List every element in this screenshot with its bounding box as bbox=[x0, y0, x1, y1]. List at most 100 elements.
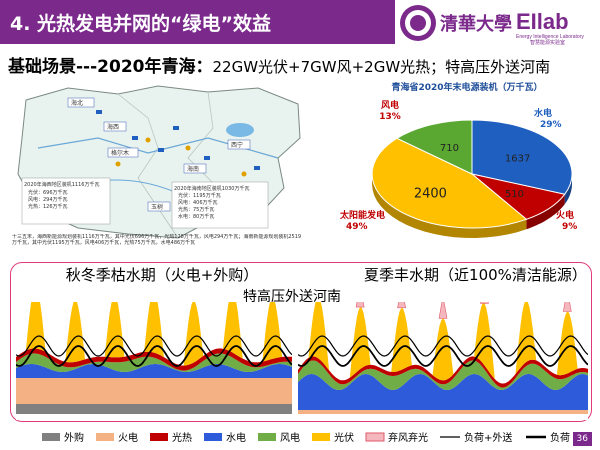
note-box-right bbox=[171, 181, 269, 229]
legend-label: 负荷+外送 bbox=[464, 431, 512, 444]
logo-brand-text: EIlab bbox=[516, 9, 569, 34]
legend-item: 风电 bbox=[258, 431, 300, 444]
area-series bbox=[16, 404, 292, 414]
curtailment-spike bbox=[397, 302, 406, 309]
load-line bbox=[16, 345, 292, 367]
curtailment-spike bbox=[355, 302, 365, 308]
pie-category-label: 太阳能发电 bbox=[339, 209, 385, 221]
scenario-subtitle: 基础场景---2020年青海：22GW光伏+7GW风+2GW光热；特高压外送河南 bbox=[8, 52, 550, 77]
legend-label: 负荷 bbox=[550, 431, 570, 444]
legend-item: 负荷+外送 bbox=[440, 431, 512, 444]
logo-university-text: 清華大學 bbox=[440, 13, 512, 35]
subtitle-bold: 基础场景---2020年青海： bbox=[8, 57, 213, 77]
note-right-line: 光热：75万千瓦 bbox=[178, 206, 214, 213]
city-label: 西宁 bbox=[231, 141, 243, 149]
pie-percent-label: 49% bbox=[346, 222, 368, 232]
page-number: 36 bbox=[572, 432, 592, 446]
pie-value-label: 2400 bbox=[414, 186, 447, 201]
note-left-line: 光伏：696万千瓦 bbox=[28, 189, 68, 196]
legend-label: 风电 bbox=[280, 431, 300, 444]
note-right-line: 风电：406万千瓦 bbox=[178, 199, 218, 206]
pie-category-label: 风电 bbox=[381, 99, 399, 111]
legend-swatch bbox=[42, 433, 60, 441]
area-series bbox=[298, 360, 588, 390]
pie-slice bbox=[371, 137, 528, 229]
page-title: 4. 光热发电并网的“绿电”效益 bbox=[10, 13, 272, 35]
pie-slice bbox=[471, 119, 573, 195]
pie-category-label: 火电 bbox=[556, 209, 574, 221]
pie-percent-label: 29% bbox=[540, 120, 562, 130]
note-right-line: 光伏：1195万千瓦 bbox=[178, 192, 221, 199]
legend-item: 负荷 bbox=[526, 431, 570, 444]
note-left-line: 风电：294万千瓦 bbox=[28, 196, 68, 203]
pie-category-label: 水电 bbox=[534, 107, 552, 119]
dry-season-label: 秋冬季枯水期（火电+外购） bbox=[65, 266, 259, 284]
legend-label: 光热 bbox=[172, 431, 192, 444]
legend-swatch bbox=[312, 433, 330, 441]
legend-item: 光伏 bbox=[312, 431, 354, 444]
legend-swatch bbox=[96, 433, 114, 441]
pie-value-label: 710 bbox=[440, 143, 459, 154]
area-series bbox=[16, 302, 292, 366]
area-series bbox=[298, 374, 588, 410]
curtailment-spike bbox=[480, 302, 489, 304]
legend-swatch bbox=[365, 432, 385, 442]
legend-item: 弃风弃光 bbox=[365, 431, 428, 444]
pie-percent-label: 9% bbox=[562, 222, 577, 232]
pie-percent-label: 13% bbox=[379, 112, 401, 122]
legend-label: 外购 bbox=[64, 431, 84, 444]
pie-value-label: 510 bbox=[505, 189, 524, 200]
plant-icons bbox=[96, 110, 260, 177]
area-series bbox=[298, 356, 588, 388]
qinghai-lake bbox=[226, 123, 254, 137]
pie-value-label: 1637 bbox=[505, 153, 530, 164]
legend-label: 火电 bbox=[118, 431, 138, 444]
note-left-title: 2020年海西地区装机1116万千瓦 bbox=[24, 181, 99, 188]
map-caption: 十三五末，海西新能源规划装机1116万千瓦，其中光伏696万千瓦，光热128万千… bbox=[12, 234, 302, 246]
pie-slice bbox=[395, 119, 473, 175]
logo-sub-cn: 智慧能源实验室 bbox=[530, 39, 565, 46]
area-series bbox=[298, 410, 588, 414]
wet-season-plot bbox=[298, 302, 588, 420]
area-series bbox=[298, 302, 588, 384]
note-left-line: 光热：126万千瓦 bbox=[28, 203, 68, 210]
legend-swatch bbox=[204, 433, 222, 441]
pie-slice-side bbox=[372, 174, 527, 238]
note-box-left bbox=[21, 177, 111, 225]
region-border-1 bbox=[117, 93, 179, 239]
city-label: 海南 bbox=[187, 165, 199, 173]
legend-item: 水电 bbox=[204, 431, 246, 444]
legend-item: 外购 bbox=[42, 431, 84, 444]
note-right-line: 水电：80万千瓦 bbox=[178, 213, 214, 220]
legend-item: 火电 bbox=[96, 431, 138, 444]
legend-label: 水电 bbox=[226, 431, 246, 444]
chart-legend: 外购 火电 光热 水电 风电 光伏 弃风弃光 负荷+外送 负荷 bbox=[42, 431, 570, 444]
area-series bbox=[16, 353, 292, 372]
pie-slice-side bbox=[526, 194, 565, 230]
note-right-title: 2020年海南地区装机1030万千瓦 bbox=[174, 185, 249, 192]
dry-season-plot bbox=[16, 302, 292, 420]
city-label: 海西 bbox=[107, 123, 119, 131]
pie-title: 青海省2020年末电源装机（万千瓦） bbox=[391, 81, 542, 93]
load-line bbox=[298, 345, 588, 367]
wet-season-label: 夏季丰水期（近100%清洁能源） bbox=[364, 266, 587, 284]
legend-swatch bbox=[258, 433, 276, 441]
legend-swatch bbox=[150, 433, 168, 441]
city-label: 格尔木 bbox=[111, 149, 129, 157]
subtitle-rest: 22GW光伏+7GW风+2GW光热；特高压外送河南 bbox=[212, 58, 551, 76]
title-bar: 4. 光热发电并网的“绿电”效益 bbox=[0, 0, 395, 44]
area-series bbox=[16, 378, 292, 404]
qinghai-map: 海北 西宁 海南 海西 果洛 玉树 格尔木 2020年海西地区装机1116万千瓦… bbox=[8, 78, 310, 256]
city-label: 玉树 bbox=[151, 203, 163, 211]
load-plus-export-line bbox=[16, 335, 292, 357]
load-plus-export-line bbox=[298, 335, 588, 357]
uhv-label: 特高压外送河南 bbox=[243, 289, 341, 305]
area-series bbox=[16, 364, 292, 378]
legend-label: 弃风弃光 bbox=[388, 431, 428, 444]
area-series bbox=[16, 348, 292, 371]
curtailment-spike bbox=[562, 302, 572, 312]
curtailment-spike bbox=[438, 302, 448, 319]
legend-label: 光伏 bbox=[334, 431, 354, 444]
tsinghua-eilab-logo: 清華大學 EIlab Energy Intelligence Laborator… bbox=[400, 5, 584, 46]
